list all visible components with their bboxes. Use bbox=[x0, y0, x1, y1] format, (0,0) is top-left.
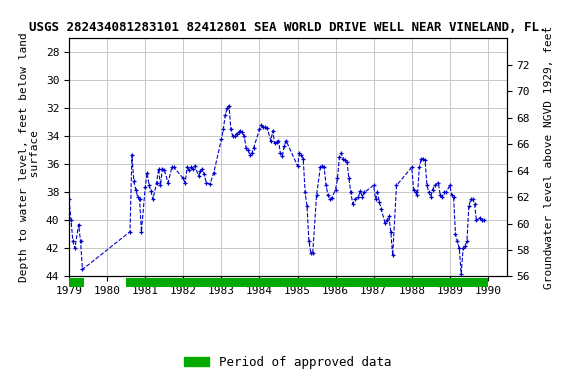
Y-axis label: Groundwater level above NGVD 1929, feet: Groundwater level above NGVD 1929, feet bbox=[544, 26, 554, 289]
Bar bbox=[126, 278, 488, 287]
Legend: Period of approved data: Period of approved data bbox=[179, 351, 397, 374]
Y-axis label: Depth to water level, feet below land
 surface: Depth to water level, feet below land su… bbox=[19, 33, 40, 282]
Bar bbox=[69, 278, 84, 287]
Title: USGS 282434081283101 82412801 SEA WORLD DRIVE WELL NEAR VINELAND, FL.: USGS 282434081283101 82412801 SEA WORLD … bbox=[29, 22, 547, 35]
